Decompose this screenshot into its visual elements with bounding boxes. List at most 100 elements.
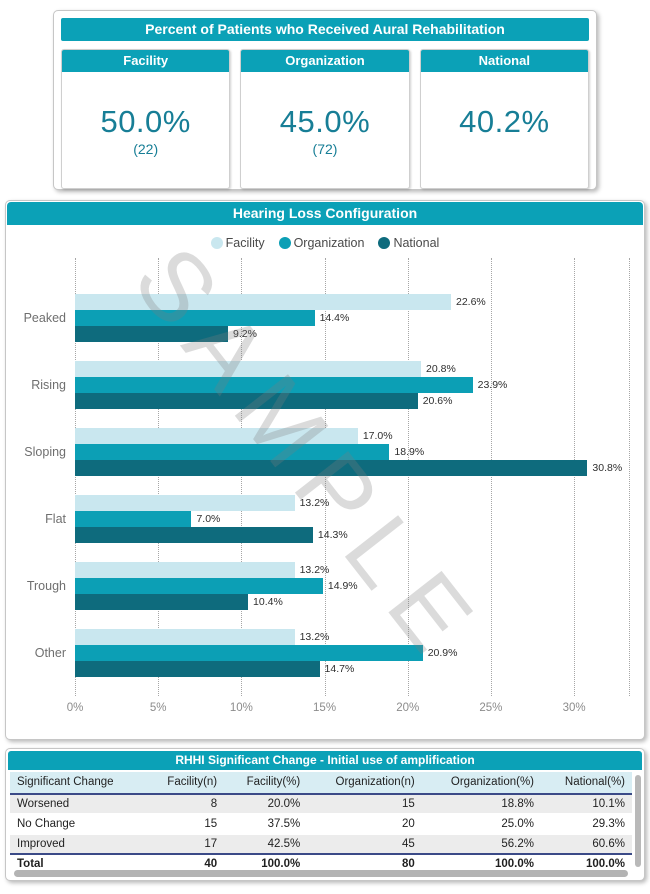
bar-chart: Peaked Rising Sloping Flat Trough Other 22.6%… xyxy=(7,226,643,720)
gridline xyxy=(158,258,160,696)
bar xyxy=(75,561,295,578)
table-cell: 37.5% xyxy=(267,818,301,830)
table-cell: 20 xyxy=(401,818,415,830)
bar xyxy=(75,593,249,610)
table-cell: 20.0% xyxy=(267,798,301,810)
gridline xyxy=(241,258,243,696)
bar-row: 17.0% xyxy=(75,427,629,444)
plot-area: 22.6% 14.4% 9.2% 20.8% 23.9% 20.6% 17.0% 18.9% 3… xyxy=(75,226,630,696)
bar xyxy=(75,376,473,393)
column-header: Facility(n) xyxy=(145,772,225,795)
organization-value: 45.0% xyxy=(279,104,371,139)
table-cell: 100.0% xyxy=(541,853,632,873)
bar-value-label: 17.0% xyxy=(362,429,393,442)
table-row: Worsened 8 20.0% 15 18.8% 10.1% xyxy=(10,794,632,814)
bar-row: 14.7% xyxy=(75,660,629,677)
table-cell: 56.2% xyxy=(501,838,534,850)
bar-groups: 22.6% 14.4% 9.2% 20.8% 23.9% 20.6% 17.0% 18.9% 3… xyxy=(75,258,629,686)
bar-row: 22.6% xyxy=(75,293,629,310)
bar xyxy=(75,660,320,677)
gridline xyxy=(75,258,76,696)
bar xyxy=(75,293,451,310)
table-cell: 60.6% xyxy=(592,838,625,850)
bar-group: 22.6% 14.4% 9.2% xyxy=(75,284,629,351)
bar-row: 13.2% xyxy=(75,494,629,511)
bar xyxy=(75,494,295,511)
aural-rehab-panel: Percent of Patients who Received Aural R… xyxy=(53,10,597,190)
facility-count: (22) xyxy=(133,141,159,157)
hearing-loss-panel: Hearing Loss Configuration Facility Orga… xyxy=(5,200,645,740)
bar-value-label: 20.6% xyxy=(422,394,453,407)
bar-value-label: 10.4% xyxy=(253,595,283,608)
legend-label-national: National xyxy=(393,236,440,250)
horizontal-scrollbar[interactable] xyxy=(14,870,628,877)
rhhi-panel: RHHI Significant Change - Initial use of… xyxy=(5,748,645,881)
x-tick-label: 10% xyxy=(229,702,253,714)
category-label: Flat xyxy=(45,511,66,526)
aural-rehab-title: Percent of Patients who Received Aural R… xyxy=(61,18,589,41)
bar xyxy=(75,628,295,645)
category-label: Other xyxy=(34,645,66,660)
table-header-row: Significant Change Facility(n) Facility(%)… xyxy=(10,772,632,795)
bar-value-label: 18.9% xyxy=(394,445,425,458)
bar-row: 23.9% xyxy=(75,376,629,393)
gridline xyxy=(574,258,576,696)
legend-label-organization: Organization xyxy=(293,236,365,250)
national-card: National 40.2% xyxy=(419,49,589,189)
table-cell: 8 xyxy=(210,798,218,810)
bar xyxy=(75,644,423,661)
table-cell: 100.0% xyxy=(421,853,541,873)
rhhi-table: Significant Change Facility(n) Facility(%)… xyxy=(10,772,632,873)
organization-card-header: Organization xyxy=(241,50,409,72)
bar xyxy=(75,309,315,326)
bar xyxy=(75,459,588,476)
table-cell: 42.5% xyxy=(267,838,301,850)
table-cell: 45 xyxy=(401,838,415,850)
gridline xyxy=(629,258,630,696)
bar-row: 9.2% xyxy=(75,325,629,342)
bar-value-label: 14.7% xyxy=(324,662,355,675)
gridline xyxy=(407,258,409,696)
vertical-scrollbar[interactable] xyxy=(635,775,641,867)
bar-row: 20.6% xyxy=(75,392,629,409)
table-cell: 15 xyxy=(401,798,415,810)
bar-value-label: 22.6% xyxy=(455,295,486,308)
organization-card: Organization 45.0% (72) xyxy=(240,49,410,189)
table-cell: 29.3% xyxy=(592,818,625,830)
bar-row: 14.9% xyxy=(75,577,629,594)
facility-card: Facility 50.0% (22) xyxy=(61,49,231,189)
y-axis-category-labels: Peaked Rising Sloping Flat Trough Other xyxy=(13,258,75,696)
bar-value-label: 13.2% xyxy=(299,563,330,576)
column-header: Organization(n) xyxy=(307,772,422,795)
table-cell: 80 xyxy=(307,853,422,873)
bar xyxy=(75,392,418,409)
table-cell: 100.0% xyxy=(224,853,308,873)
category-label: Trough xyxy=(26,578,66,593)
table-cell: Total xyxy=(10,853,146,873)
legend-item-organization: Organization xyxy=(278,236,365,250)
national-card-body: 40.2% xyxy=(421,72,588,140)
table-cell: 25.0% xyxy=(501,818,534,830)
table-cell: Worsened xyxy=(17,798,70,810)
facility-legend-dot-icon xyxy=(210,237,223,249)
organization-count: (72) xyxy=(312,141,338,157)
bar-row: 7.0% xyxy=(75,510,629,527)
bar-group: 13.2% 20.9% 14.7% xyxy=(75,619,629,686)
national-legend-dot-icon xyxy=(378,237,391,249)
bar-value-label: 14.3% xyxy=(317,528,348,541)
table-cell: 15 xyxy=(204,818,218,830)
table-cell: Improved xyxy=(17,838,65,850)
x-tick-label: 30% xyxy=(562,702,586,714)
column-header: Organization(%) xyxy=(421,772,541,795)
gridline xyxy=(490,258,492,696)
bar-group: 20.8% 23.9% 20.6% xyxy=(75,351,629,418)
table-cell: 10.1% xyxy=(592,798,625,810)
bar-row: 10.4% xyxy=(75,593,629,610)
organization-card-body: 45.0% (72) xyxy=(241,72,408,157)
x-tick-label: 0% xyxy=(66,702,84,714)
table-cell: 40 xyxy=(145,853,225,873)
bar-value-label: 23.9% xyxy=(477,378,508,391)
chart-title: Hearing Loss Configuration xyxy=(7,202,643,225)
bar-value-label: 30.8% xyxy=(592,461,623,474)
bar-value-label: 14.9% xyxy=(327,579,358,592)
